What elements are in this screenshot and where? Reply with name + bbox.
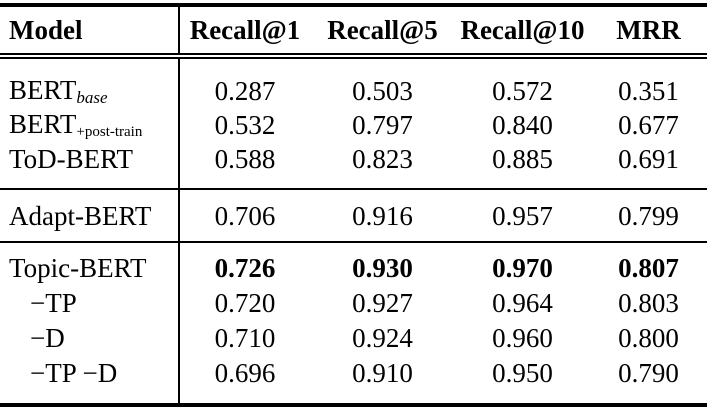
metric-cell: 0.696 — [214, 358, 276, 388]
metric-cell: 0.800 — [618, 323, 679, 353]
table-row: Adapt-BERT 0.706 0.916 0.957 0.799 — [0, 189, 707, 242]
metric-cell: 0.970 — [492, 253, 553, 283]
metric-cell: 0.726 — [214, 253, 276, 283]
metric-cell: 0.910 — [352, 358, 413, 388]
header-recall-5: Recall@5 — [310, 5, 455, 59]
model-label: −TP — [0, 286, 180, 321]
metric-cell: 0.957 — [492, 200, 553, 231]
metric-cell: 0.706 — [214, 200, 276, 231]
table-row: ToD-BERT 0.588 0.823 0.885 0.691 — [0, 142, 707, 189]
table-row: −TP 0.720 0.927 0.964 0.803 — [0, 286, 707, 321]
model-label: BERT+post-train — [0, 108, 180, 142]
header-recall-1: Recall@1 — [179, 5, 310, 59]
metric-cell: 0.924 — [352, 323, 413, 353]
metric-cell: 0.710 — [214, 323, 276, 353]
model-label: −D — [0, 321, 180, 356]
model-label: ToD-BERT — [0, 142, 180, 189]
table-row: BERTbase 0.287 0.503 0.572 0.351 — [0, 56, 707, 108]
metric-cell: 0.807 — [618, 253, 679, 283]
metric-cell: 0.823 — [352, 143, 413, 174]
model-subscript: base — [76, 87, 108, 107]
model-name: BERT — [9, 74, 77, 105]
section-adapt-bert: Adapt-BERT 0.706 0.916 0.957 0.799 — [0, 189, 707, 242]
metric-cell: 0.803 — [618, 288, 679, 318]
section-topic-bert: Topic-BERT 0.726 0.930 0.970 0.807 −TP 0… — [0, 242, 707, 405]
header-mrr: MRR — [590, 5, 707, 59]
metric-cell: 0.677 — [618, 109, 679, 140]
metric-cell: 0.503 — [352, 75, 413, 106]
metric-cell: 0.930 — [352, 253, 413, 283]
table-row: −TP −D 0.696 0.910 0.950 0.790 — [0, 356, 707, 405]
metric-cell: 0.950 — [492, 358, 553, 388]
metric-cell: 0.885 — [492, 143, 553, 174]
metric-cell: 0.964 — [492, 288, 553, 318]
model-subscript: +post-train — [76, 124, 143, 140]
table-header: Model Recall@1 Recall@5 Recall@10 MRR — [0, 5, 707, 59]
metric-cell: 0.691 — [618, 143, 679, 174]
table-row: BERT+post-train 0.532 0.797 0.840 0.677 — [0, 108, 707, 142]
metric-cell: 0.797 — [352, 109, 413, 140]
metric-cell: 0.790 — [618, 358, 679, 388]
metric-cell: 0.351 — [618, 75, 679, 106]
metric-cell: 0.572 — [492, 75, 553, 106]
section-baselines: BERTbase 0.287 0.503 0.572 0.351 BERT+po… — [0, 56, 707, 189]
model-name: BERT — [9, 109, 77, 139]
header-row: Model Recall@1 Recall@5 Recall@10 MRR — [0, 5, 707, 59]
model-label: Topic-BERT — [0, 242, 180, 286]
metric-cell: 0.916 — [352, 200, 413, 231]
table-row: −D 0.710 0.924 0.960 0.800 — [0, 321, 707, 356]
results-table: Model Recall@1 Recall@5 Recall@10 MRR BE… — [0, 3, 707, 407]
metric-cell: 0.840 — [492, 109, 553, 140]
header-model: Model — [0, 5, 180, 59]
metric-cell: 0.588 — [214, 143, 276, 174]
metric-cell: 0.799 — [618, 200, 679, 231]
metric-cell: 0.720 — [214, 288, 276, 318]
model-label: Adapt-BERT — [0, 189, 180, 242]
metric-cell: 0.287 — [214, 75, 276, 106]
table-row: Topic-BERT 0.726 0.930 0.970 0.807 — [0, 242, 707, 286]
metric-cell: 0.927 — [352, 288, 413, 318]
header-recall-10: Recall@10 — [455, 5, 590, 59]
model-label: −TP −D — [0, 356, 180, 405]
metric-cell: 0.960 — [492, 323, 553, 353]
metric-cell: 0.532 — [214, 109, 276, 140]
model-label: BERTbase — [0, 56, 180, 108]
